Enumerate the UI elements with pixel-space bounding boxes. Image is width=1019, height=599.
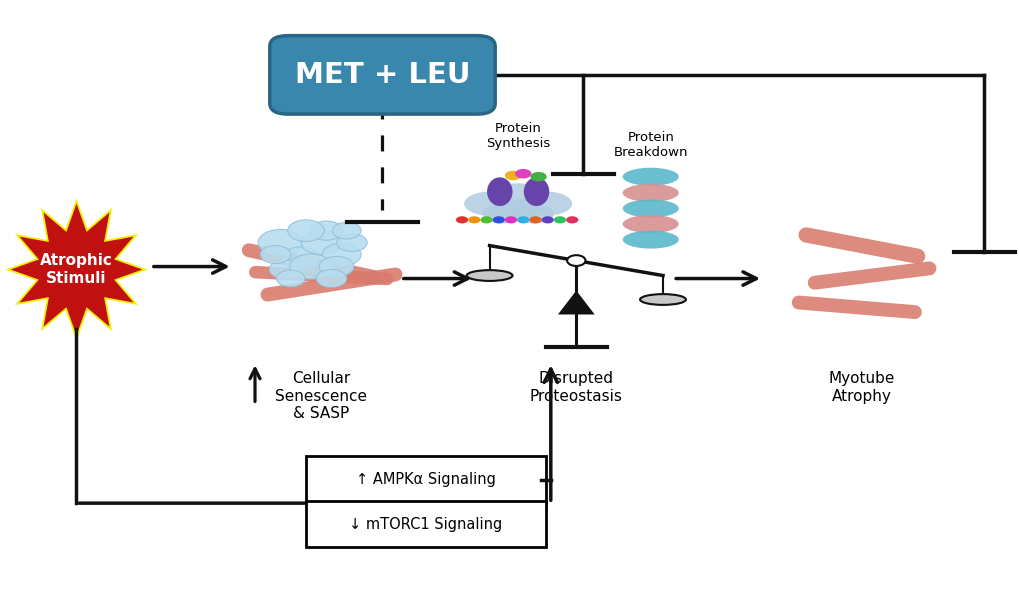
Circle shape	[530, 172, 546, 181]
Circle shape	[455, 216, 468, 223]
Ellipse shape	[623, 199, 679, 217]
Ellipse shape	[623, 168, 679, 186]
Ellipse shape	[623, 215, 679, 233]
Circle shape	[541, 216, 553, 223]
FancyBboxPatch shape	[306, 456, 545, 503]
Text: ↓ mTORC1 Signaling: ↓ mTORC1 Signaling	[348, 516, 502, 532]
Circle shape	[468, 216, 480, 223]
Circle shape	[567, 255, 585, 266]
Text: Atrophic
Stimuli: Atrophic Stimuli	[40, 253, 113, 286]
Ellipse shape	[466, 270, 512, 281]
Ellipse shape	[490, 183, 546, 208]
Circle shape	[336, 234, 367, 252]
Circle shape	[276, 270, 305, 287]
Text: Disrupted
Proteostasis: Disrupted Proteostasis	[529, 371, 623, 404]
Circle shape	[504, 216, 517, 223]
Circle shape	[287, 220, 324, 241]
Circle shape	[289, 254, 332, 279]
Circle shape	[301, 231, 341, 255]
Circle shape	[260, 246, 290, 264]
Text: Cellular
Senescence
& SASP: Cellular Senescence & SASP	[275, 371, 367, 421]
Ellipse shape	[495, 199, 541, 220]
Ellipse shape	[487, 177, 513, 206]
Text: ↑ AMPKα Signaling: ↑ AMPKα Signaling	[356, 472, 495, 488]
Polygon shape	[5, 198, 148, 341]
Polygon shape	[10, 204, 143, 335]
Ellipse shape	[513, 204, 553, 223]
Circle shape	[322, 243, 361, 266]
FancyBboxPatch shape	[269, 35, 495, 114]
Ellipse shape	[623, 184, 679, 202]
Circle shape	[504, 171, 521, 180]
Circle shape	[282, 247, 319, 268]
Ellipse shape	[623, 231, 679, 249]
Circle shape	[553, 216, 566, 223]
Text: MET + LEU: MET + LEU	[294, 61, 470, 89]
Ellipse shape	[464, 192, 515, 216]
FancyBboxPatch shape	[306, 501, 545, 547]
Text: Protein
Synthesis: Protein Synthesis	[486, 122, 549, 150]
Ellipse shape	[482, 204, 523, 223]
Circle shape	[529, 216, 541, 223]
Circle shape	[492, 216, 504, 223]
Text: Myotube
Atrophy: Myotube Atrophy	[827, 371, 895, 404]
Circle shape	[269, 260, 302, 279]
Circle shape	[517, 216, 529, 223]
Circle shape	[310, 221, 342, 240]
Circle shape	[332, 222, 361, 239]
Ellipse shape	[521, 192, 572, 216]
Polygon shape	[557, 291, 594, 314]
Circle shape	[258, 229, 303, 256]
Text: Protein
Breakdown: Protein Breakdown	[612, 131, 688, 159]
Ellipse shape	[639, 294, 686, 305]
Circle shape	[515, 169, 531, 179]
Circle shape	[319, 256, 354, 277]
Circle shape	[480, 216, 492, 223]
Ellipse shape	[524, 177, 549, 206]
Circle shape	[566, 216, 578, 223]
Circle shape	[316, 270, 346, 288]
